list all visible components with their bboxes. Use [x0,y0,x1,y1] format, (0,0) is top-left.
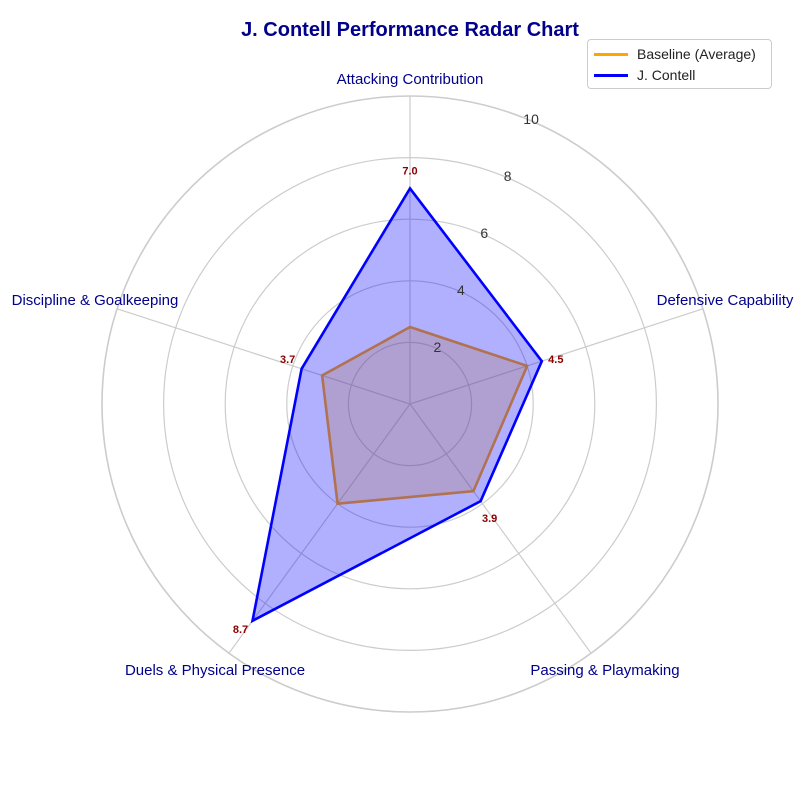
axis-label: Discipline & Goalkeeping [12,292,179,309]
chart-title: J. Contell Performance Radar Chart [241,19,579,41]
data-label: 3.9 [482,513,497,525]
grid-spoke [116,308,411,405]
radar-labels: 2 4 6 8 10 Attacking Contribution Defensive Ca… [12,71,794,679]
radial-tick-label: 10 [523,111,539,127]
grid-spoke [409,403,592,654]
grid-spoke [228,403,411,654]
chart-legend: Baseline (Average) J. Contell [587,39,772,89]
data-label: 8.7 [233,624,248,636]
series-baseline-polygon [320,325,529,506]
radial-tick-label: 6 [480,225,488,241]
legend-label-baseline: Baseline (Average) [637,46,756,62]
radial-tick-label: 8 [504,168,512,184]
radial-tick-label: 2 [434,339,442,355]
series-player-polygon [250,186,544,624]
data-label: 4.5 [548,354,563,366]
axis-label: Duels & Physical Presence [125,662,305,679]
legend-item-baseline: Baseline (Average) [594,44,756,64]
radar-grid [101,95,719,713]
data-label: 3.7 [280,354,295,366]
legend-swatch-player [594,73,628,77]
axis-label: Attacking Contribution [337,71,484,88]
axis-label: Defensive Capability [657,292,794,309]
grid-spoke [409,308,704,405]
radar-series [250,186,544,624]
legend-label-player: J. Contell [637,67,696,83]
radial-tick-label: 4 [457,282,465,298]
data-label: 7.0 [402,165,417,177]
legend-item-player: J. Contell [594,65,695,85]
legend-swatch-baseline [594,52,628,56]
axis-label: Passing & Playmaking [530,662,679,679]
